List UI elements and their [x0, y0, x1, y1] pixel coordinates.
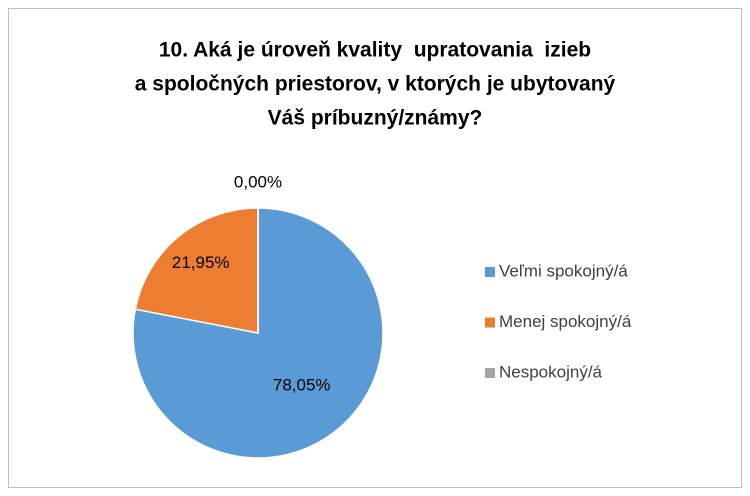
chart-title: a spoločných priestorov, v ktorých je ub… [135, 73, 616, 96]
chart-border [8, 8, 742, 488]
data-label: 78,05% [273, 376, 331, 395]
legend-label: Menej spokojný/á [499, 312, 632, 331]
legend-label: Veľmi spokojný/á [499, 261, 628, 280]
chart-title: Váš príbuzný/známy? [268, 107, 483, 130]
data-label: 21,95% [172, 253, 230, 272]
legend-swatch [485, 368, 495, 378]
data-label: 0,00% [234, 172, 282, 191]
chart-title: 10. Aká je úroveň kvality upratovania iz… [159, 39, 591, 62]
legend-label: Nespokojný/á [499, 362, 603, 381]
pie-slice [134, 207, 259, 334]
legend-swatch [485, 267, 495, 277]
legend-swatch [485, 317, 495, 328]
